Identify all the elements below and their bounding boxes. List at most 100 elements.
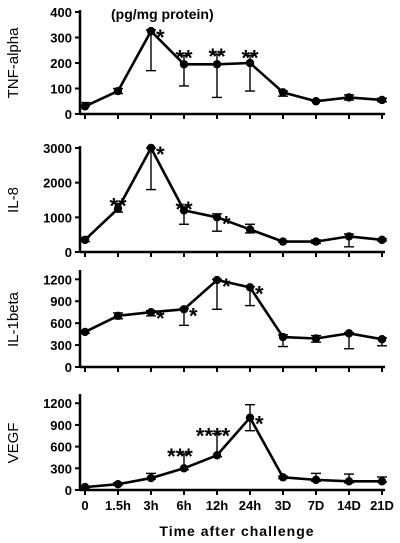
data-point bbox=[245, 283, 255, 292]
x-tick-label: 12h bbox=[206, 498, 228, 513]
data-point bbox=[212, 213, 222, 222]
x-tick-label: 1.5h bbox=[105, 498, 131, 513]
data-point bbox=[311, 97, 321, 106]
data-point bbox=[146, 473, 156, 483]
significance-marker: **** bbox=[196, 424, 231, 449]
data-point bbox=[146, 26, 156, 36]
data-point bbox=[344, 477, 354, 486]
x-tick-label: 7D bbox=[308, 498, 325, 513]
data-point bbox=[80, 102, 90, 111]
data-point bbox=[113, 86, 123, 96]
y-tick-label: 1200 bbox=[43, 272, 72, 287]
y-tick-label: 1200 bbox=[43, 396, 72, 411]
y-tick-label: 200 bbox=[50, 56, 72, 71]
y-axis-label: VEGF bbox=[5, 423, 22, 464]
panel-il-1beta: 0 300 600 900 1200 IL-1beta * * * * bbox=[5, 270, 387, 375]
data-point bbox=[377, 477, 387, 486]
significance-marker: * bbox=[255, 412, 264, 437]
data-point bbox=[278, 332, 288, 342]
data-point bbox=[179, 464, 189, 473]
data-point bbox=[344, 93, 354, 102]
data-point bbox=[212, 60, 222, 69]
x-tick-label: 14D bbox=[337, 498, 361, 513]
data-point bbox=[344, 329, 354, 338]
y-tick-label: 3000 bbox=[43, 141, 72, 156]
x-tick-label: 6h bbox=[176, 498, 191, 513]
y-tick-label: 900 bbox=[50, 418, 72, 433]
data-point bbox=[377, 335, 387, 344]
data-point bbox=[311, 237, 321, 246]
significance-marker: * bbox=[255, 281, 264, 306]
significance-marker: * bbox=[189, 303, 198, 328]
series-line bbox=[84, 278, 383, 341]
significance-marker: ** bbox=[175, 197, 193, 222]
y-tick-label: 0 bbox=[65, 483, 72, 498]
data-point bbox=[113, 204, 123, 213]
data-point bbox=[278, 88, 288, 97]
y-tick-label: 600 bbox=[50, 440, 72, 455]
y-tick-label: 300 bbox=[50, 338, 72, 353]
y-axis-label: TNF-alpha bbox=[5, 27, 22, 99]
x-tick-label: 0 bbox=[81, 498, 88, 513]
data-point bbox=[245, 225, 255, 234]
data-point bbox=[344, 232, 354, 241]
unit-label: (pg/mg protein) bbox=[111, 6, 214, 22]
data-point bbox=[146, 307, 156, 317]
significance-marker: * bbox=[222, 274, 231, 299]
data-point bbox=[245, 58, 255, 68]
y-tick-label: 400 bbox=[50, 5, 72, 20]
data-point bbox=[179, 206, 189, 215]
data-point bbox=[113, 480, 123, 489]
data-point bbox=[278, 473, 288, 482]
data-point bbox=[179, 305, 189, 314]
series-line bbox=[84, 29, 383, 108]
significance-marker: * bbox=[156, 142, 165, 167]
significance-marker: ** bbox=[175, 45, 193, 70]
data-point bbox=[278, 237, 288, 246]
significance-marker: ** bbox=[109, 193, 127, 218]
data-point bbox=[80, 482, 90, 492]
x-tick-label: 3h bbox=[143, 498, 158, 513]
data-point bbox=[212, 451, 222, 460]
y-axis-label: IL-8 bbox=[5, 187, 22, 213]
x-axis-label: Time after challenge bbox=[159, 523, 314, 539]
data-point bbox=[311, 334, 321, 343]
data-point bbox=[146, 143, 156, 153]
y-tick-label: 600 bbox=[50, 316, 72, 331]
significance-marker: *** bbox=[167, 444, 193, 469]
y-tick-label: 0 bbox=[65, 245, 72, 260]
data-point bbox=[377, 95, 387, 105]
significance-marker: * bbox=[222, 211, 231, 236]
data-point bbox=[377, 235, 387, 245]
data-point bbox=[212, 275, 222, 285]
y-tick-label: 1000 bbox=[43, 210, 72, 225]
y-tick-label: 900 bbox=[50, 294, 72, 309]
x-tick-labels: 0 1.5h 3h 6h 12h 24h 3D 7D 14D 21D bbox=[81, 498, 394, 513]
significance-marker: ** bbox=[241, 45, 259, 70]
y-tick-label: 300 bbox=[50, 461, 72, 476]
y-tick-label: 0 bbox=[65, 107, 72, 122]
significance-marker: ** bbox=[208, 44, 226, 69]
y-tick-label: 100 bbox=[50, 82, 72, 97]
data-point bbox=[311, 475, 321, 485]
data-point bbox=[179, 60, 189, 69]
significance-marker: * bbox=[156, 306, 165, 331]
data-point bbox=[245, 413, 255, 422]
data-point bbox=[80, 327, 90, 337]
data-point bbox=[80, 235, 90, 245]
y-tick-label: 300 bbox=[50, 31, 72, 46]
x-tick-label: 21D bbox=[370, 498, 394, 513]
x-tick-label: 3D bbox=[275, 498, 292, 513]
y-tick-label: 0 bbox=[65, 360, 72, 375]
series-line bbox=[84, 146, 383, 243]
y-axis-label: IL-1beta bbox=[5, 291, 22, 347]
data-point bbox=[113, 311, 123, 321]
series-line bbox=[84, 416, 382, 489]
x-tick-label: 24h bbox=[239, 498, 261, 513]
y-tick-label: 2000 bbox=[43, 176, 72, 191]
